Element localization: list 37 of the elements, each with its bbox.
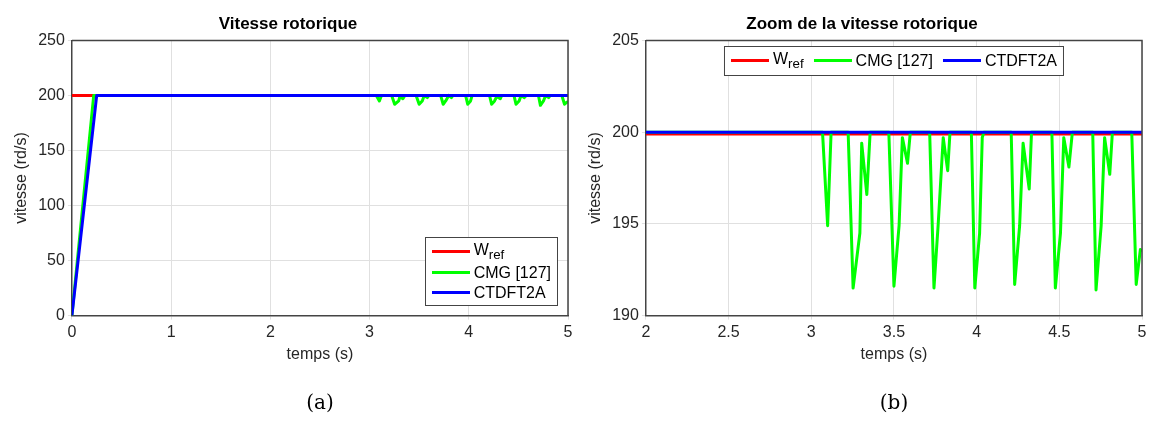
y-tick-label: 150: [38, 140, 65, 158]
x-tick-label: 1: [166, 322, 176, 340]
x-tick-label: 4.5: [1048, 322, 1071, 340]
x-tick-label: 5: [1137, 322, 1147, 340]
x-axis-title: temps (s): [860, 344, 928, 362]
text: (a): [305, 390, 335, 414]
y-tick-label: 0: [55, 306, 65, 324]
y-tick-label: 205: [612, 30, 639, 48]
y-axis-title: vitesse (rd/s): [586, 132, 604, 224]
x-tick-label: 5: [563, 322, 573, 340]
legend-label: CTDFT2A: [473, 283, 546, 302]
y-tick-label: 200: [38, 85, 65, 103]
legend-label: W$_{ref}$: [772, 50, 804, 72]
x-tick-label: 2: [641, 322, 651, 340]
y-tick-label: 100: [38, 195, 65, 213]
x-tick-label: 4: [464, 322, 474, 340]
x-tick-label: 3: [365, 322, 375, 340]
chart-title: Vitesse rotorique: [218, 13, 358, 33]
text: (b): [878, 390, 910, 414]
legend-label: CMG [127]: [855, 51, 933, 70]
x-tick-label: 3.5: [882, 322, 906, 340]
legend-label: CTDFT2A: [984, 51, 1057, 70]
x-tick-label: 2: [265, 322, 275, 340]
y-tick-label: 190: [612, 306, 639, 324]
x-tick-label: 4: [972, 322, 982, 340]
y-tick-label: 200: [612, 122, 639, 140]
y-tick-label: 195: [612, 214, 639, 232]
legend-label: W$_{ref}$: [473, 240, 505, 262]
x-tick-label: 2.5: [717, 322, 740, 340]
x-tick-label: 3: [806, 322, 816, 340]
x-axis-title: temps (s): [286, 344, 354, 362]
legend-label: CMG [127]: [473, 263, 551, 282]
x-tick-label: 0: [67, 322, 77, 340]
chart-title: Zoom de la vitesse rotorique: [746, 13, 978, 33]
y-axis-title: vitesse (rd/s): [12, 132, 30, 224]
y-tick-label: 50: [47, 250, 65, 268]
y-tick-label: 250: [38, 30, 65, 48]
